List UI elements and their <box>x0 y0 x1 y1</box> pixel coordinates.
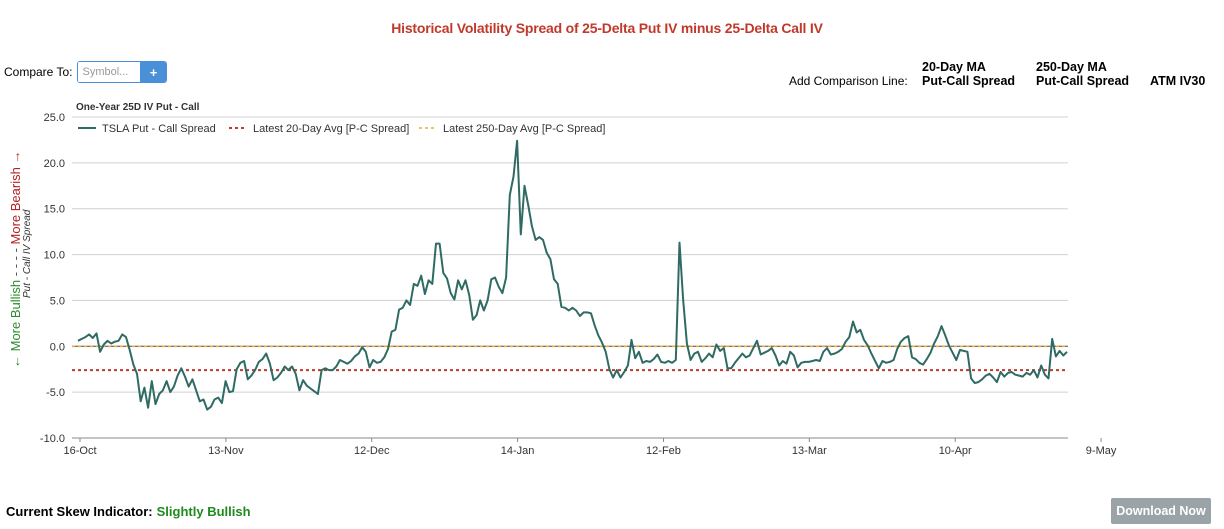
chart-title: One-Year 25D IV Put - Call <box>76 102 200 113</box>
y-tick-label: 15.0 <box>44 204 65 216</box>
y-tick-label: 0.0 <box>50 341 65 353</box>
tsla-spread-series <box>77 139 1068 411</box>
ma250-comparison-option[interactable]: 250-Day MA Put-Call Spread <box>1036 60 1129 88</box>
compare-input-group: + <box>77 61 168 83</box>
legend-label: Latest 20-Day Avg [P-C Spread] <box>253 123 409 135</box>
x-tick-label: 16-Oct <box>63 445 96 457</box>
ma20-option-line1: 20-Day MA <box>922 60 986 74</box>
y-tick-label: -10.0 <box>40 433 65 445</box>
ma20-comparison-option[interactable]: 20-Day MA Put-Call Spread <box>922 60 1015 88</box>
x-tick-label: 10-Apr <box>939 445 972 457</box>
y-tick-label: -5.0 <box>46 387 65 399</box>
ma20-option-line2: Put-Call Spread <box>922 74 1016 88</box>
ma250-option-line2: Put-Call Spread <box>1036 74 1130 88</box>
ma250-option-line1: 250-Day MA <box>1036 60 1107 74</box>
current-skew-indicator: Current Skew Indicator: Slightly Bullish <box>6 504 251 519</box>
x-tick-label: 12-Feb <box>646 445 681 457</box>
skew-label: Current Skew Indicator: <box>6 504 153 519</box>
x-tick-label: 13-Mar <box>792 445 827 457</box>
x-tick-label: 13-Nov <box>208 445 244 457</box>
download-now-button[interactable]: Download Now <box>1111 498 1211 524</box>
add-symbol-button[interactable]: + <box>140 62 167 82</box>
symbol-input[interactable] <box>78 62 141 82</box>
page-title: Historical Volatility Spread of 25-Delta… <box>391 20 823 36</box>
add-comparison-label: Add Comparison Line: <box>789 74 908 88</box>
x-tick-label: 14-Jan <box>501 445 535 457</box>
legend-label: TSLA Put - Call Spread <box>102 123 216 135</box>
skew-value: Slightly Bullish <box>156 504 251 519</box>
compare-control: Compare To: + <box>4 61 168 83</box>
chart-legend: TSLA Put - Call Spread Latest 20-Day Avg … <box>78 123 605 135</box>
atm-iv30-option-label: ATM IV30 <box>1150 74 1206 88</box>
compare-label: Compare To: <box>4 65 73 79</box>
y-tick-label: 20.0 <box>44 158 65 170</box>
x-tick-label: 12-Dec <box>354 445 390 457</box>
y-tick-label: 10.0 <box>44 250 65 262</box>
legend-label: Latest 250-Day Avg [P-C Spread] <box>443 123 605 135</box>
atm-iv30-comparison-option[interactable]: ATM IV30 <box>1150 74 1205 88</box>
y-tick-label: 5.0 <box>50 295 65 307</box>
y-tick-label: 25.0 <box>44 112 65 124</box>
plus-icon: + <box>149 64 158 80</box>
x-tick-label: 9-May <box>1086 445 1117 457</box>
